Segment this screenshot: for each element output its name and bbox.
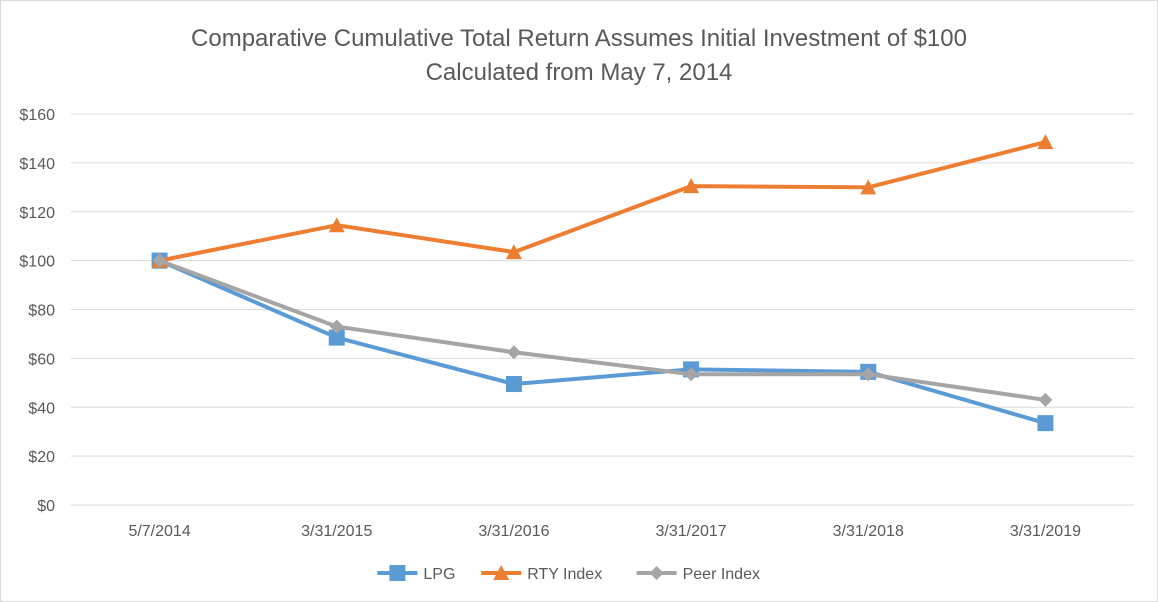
gridlines (71, 113, 1134, 506)
x-tick-label: 3/31/2018 (833, 523, 904, 540)
x-tick-label: 3/31/2015 (301, 523, 372, 540)
legend-item-peer-index: Peer Index (636, 566, 760, 583)
data-point-rty-index (328, 217, 345, 233)
legend-item-lpg: LPG (377, 565, 455, 583)
legend-marker (389, 565, 406, 581)
y-tick-label: $20 (28, 449, 55, 466)
data-point-peer-index (329, 319, 344, 334)
chart-title: Comparative Cumulative Total Return Assu… (191, 25, 967, 52)
x-axis-ticks: 5/7/2014 3/31/2015 3/31/2016 3/31/2017 3/31/… (128, 523, 1081, 540)
data-point-rty-index (860, 179, 877, 195)
series-line-peer-index (157, 258, 1048, 402)
y-tick-label: $40 (28, 400, 55, 417)
x-tick-label: 3/31/2016 (478, 523, 549, 540)
data-point-rty-index (505, 244, 522, 260)
legend-label: RTY Index (527, 566, 602, 583)
data-point-lpg (505, 376, 522, 393)
data-point-rty-index (683, 178, 700, 194)
y-tick-label: $80 (28, 303, 55, 320)
y-tick-label: $120 (19, 205, 55, 222)
chart-subtitle: Calculated from May 7, 2014 (426, 59, 733, 86)
data-point-rty-index (1037, 134, 1054, 150)
x-tick-label: 3/31/2019 (1010, 523, 1081, 540)
series-peer-index (152, 253, 1053, 407)
legend-marker (493, 565, 510, 580)
legend-label: LPG (423, 566, 455, 583)
y-tick-label: $60 (28, 351, 55, 368)
series-lpg (151, 252, 1054, 432)
data-point-lpg (328, 329, 345, 346)
x-tick-label: 5/7/2014 (128, 523, 190, 540)
legend-marker (649, 566, 664, 580)
series-lines (151, 134, 1054, 432)
series-rty-index (151, 134, 1054, 268)
series-line-lpg (157, 258, 1048, 426)
y-tick-label: $140 (19, 156, 55, 173)
y-tick-label: $0 (37, 498, 55, 515)
legend-item-rty-index: RTY Index (481, 565, 602, 583)
y-tick-label: $160 (19, 107, 55, 124)
data-point-peer-index (1038, 392, 1053, 407)
legend: LPG RTY Index Peer Index (377, 565, 760, 583)
legend-label: Peer Index (683, 566, 760, 583)
y-tick-label: $100 (19, 254, 55, 271)
data-point-lpg (1037, 415, 1054, 432)
data-point-peer-index (152, 253, 167, 268)
data-point-peer-index (506, 345, 521, 360)
data-point-peer-index (684, 367, 699, 382)
x-tick-label: 3/31/2017 (655, 523, 726, 540)
series-line-rty-index (157, 140, 1048, 263)
y-axis-ticks: $0 $20 $40 $60 $80 $100 $120 $140 $160 (19, 107, 55, 515)
data-point-peer-index (861, 367, 876, 382)
